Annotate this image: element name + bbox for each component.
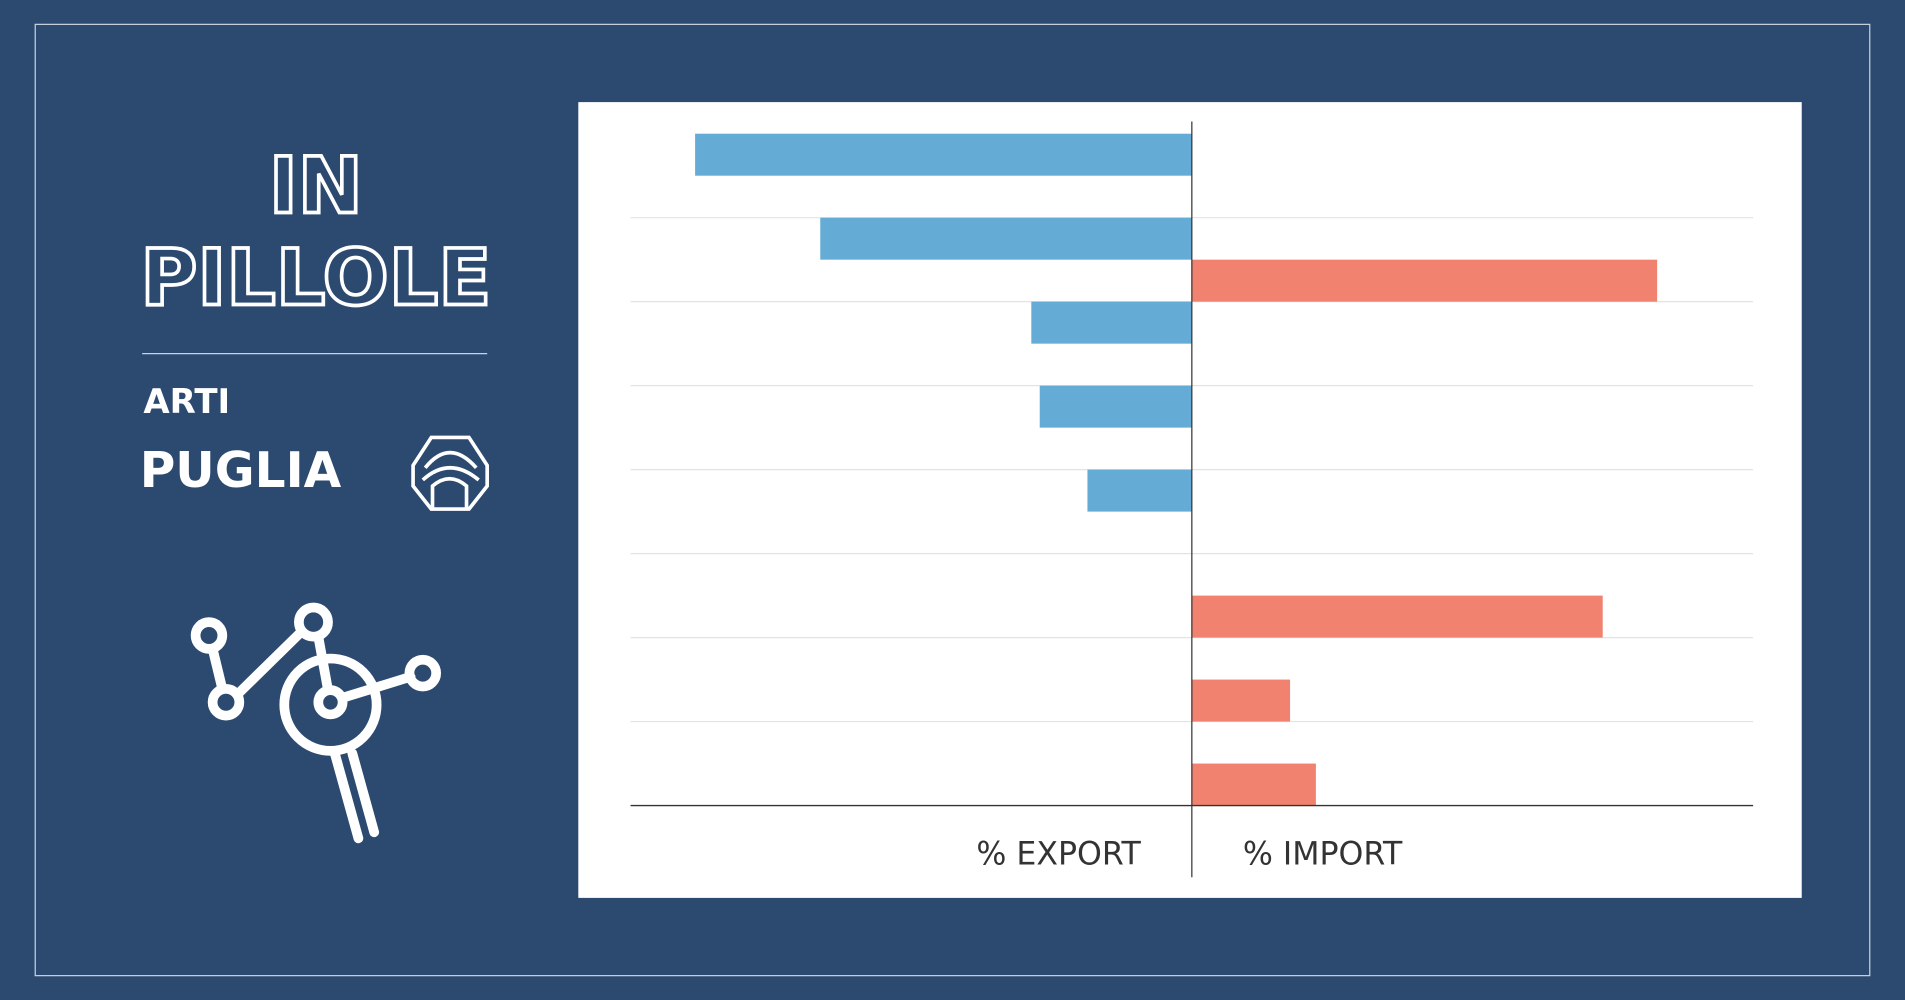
title-line2: PILLOLE bbox=[140, 234, 491, 324]
bar bbox=[1087, 469, 1192, 512]
icon bbox=[190, 602, 442, 844]
legend-label: % IMPORT bbox=[1243, 836, 1403, 872]
section-label: ARTI bbox=[143, 382, 230, 422]
legend-label: % EXPORT bbox=[976, 836, 1141, 872]
bar bbox=[1191, 679, 1291, 722]
bar bbox=[695, 133, 1192, 176]
bar bbox=[1191, 763, 1316, 806]
bar bbox=[1191, 595, 1603, 638]
bar bbox=[1191, 259, 1658, 302]
bar bbox=[820, 217, 1192, 260]
bar bbox=[1039, 385, 1192, 428]
title-line1: IN bbox=[269, 141, 363, 231]
bar bbox=[1031, 301, 1192, 344]
region-label: PUGLIA bbox=[140, 443, 342, 499]
logo bbox=[411, 435, 490, 511]
frame bbox=[34, 23, 1871, 977]
